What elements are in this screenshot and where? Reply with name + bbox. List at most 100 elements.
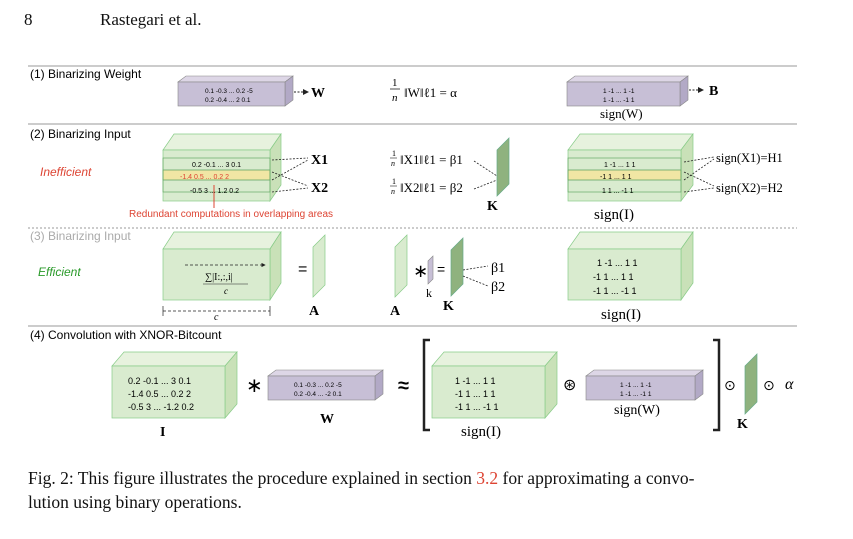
- sign3-row-3: -1 1 ... -1 1: [593, 286, 637, 296]
- small-k-label: k: [426, 286, 432, 300]
- k-matrix-3: [450, 237, 464, 297]
- section-4-title: (4) Convolution with XNOR-Bitcount: [30, 328, 222, 342]
- sum-denominator: c: [224, 286, 228, 296]
- beta2-frac-den: n: [391, 187, 395, 196]
- equals-sign-1: =: [298, 261, 307, 278]
- convolve-star-4: ∗: [246, 375, 263, 397]
- a-label-1: A: [309, 304, 320, 319]
- weight-row-1: 0.1 -0.3 ... 0.2 -5: [205, 88, 253, 95]
- s4-row-3: -1 1 ... -1 1: [455, 402, 499, 412]
- sign-input-tensor-3: 1 -1 ... 1 1 -1 1 ... 1 1 -1 1 ... -1 1: [567, 230, 694, 302]
- sign-input-tensor-2: 1 -1 ... 1 1 -1 1 ... 1 1 1 1 ... -1 1: [567, 132, 694, 203]
- a-matrix-2: [394, 234, 408, 298]
- input-tensor-4: 0.2 -0.1 ... 3 0.1 -1.4 0.5 ... 0.2 2 -0…: [111, 351, 238, 419]
- alpha-frac-den: n: [392, 92, 398, 104]
- right-bracket: [713, 338, 721, 432]
- convolve-star-3: ∗: [413, 261, 428, 281]
- sw4-row-1: 1 -1 ... 1 -1: [620, 382, 652, 389]
- k-matrix-4: [744, 353, 758, 415]
- x2-label: X2: [311, 181, 328, 196]
- beta2-formula: ‖X2‖ℓ1 = β2: [400, 180, 463, 195]
- sign-input-caption-3: sign(I): [601, 307, 641, 323]
- left-bracket: [422, 338, 430, 432]
- beta1-label-3: β1: [491, 261, 505, 276]
- weight-tensor: 0.1 -0.3 ... 0.2 -5 0.2 -0.4 ... 2 0.1: [177, 75, 294, 107]
- k-label-3: K: [443, 299, 454, 314]
- sign-input-tensor-4: 1 -1 ... 1 1 -1 1 ... 1 1 -1 1 ... -1 1: [431, 351, 558, 419]
- a-label-2: A: [390, 304, 401, 319]
- running-author: Rastegari et al.: [100, 10, 202, 29]
- caption-prefix: Fig. 2:: [28, 468, 74, 488]
- w4-row-2: 0.2 -0.4 ... -2 0.1: [294, 391, 342, 398]
- sign-weight-caption-4: sign(W): [614, 403, 660, 418]
- input-row-1: 0.2 -0.1 ... 3 0.1: [192, 162, 241, 169]
- caption-line-1: Fig. 2: This figure illustrates the proc…: [28, 466, 828, 490]
- k-label-2: K: [487, 199, 498, 214]
- figure-caption: Fig. 2: This figure illustrates the proc…: [28, 466, 828, 514]
- figure-2: (1) Binarizing Weight (2) Binarizing Inp…: [28, 65, 797, 440]
- efficient-label: Efficient: [38, 265, 81, 279]
- i-row-1: 0.2 -0.1 ... 3 0.1: [128, 376, 191, 386]
- x1-label: X1: [311, 153, 328, 168]
- approx-sign: ≈: [398, 375, 409, 397]
- caption-line-2: lution using binary operations.: [28, 492, 242, 512]
- weight-tensor-4: 0.1 -0.3 ... 0.2 -5 0.2 -0.4 ... -2 0.1: [267, 369, 384, 401]
- page-number: 8: [24, 10, 33, 29]
- sign2-row-1: 1 -1 ... 1 1: [604, 162, 636, 169]
- c-dimension-label: c: [214, 312, 219, 323]
- sw4-row-2: 1 -1 ... -1 1: [620, 391, 652, 398]
- section-1-title: (1) Binarizing Weight: [30, 67, 142, 81]
- beta1-frac-num: 1: [392, 149, 396, 158]
- alpha-formula-body: ‖W‖ℓ1 = α: [404, 85, 457, 100]
- small-k-matrix: [427, 255, 434, 285]
- caption-section-ref[interactable]: 3.2: [476, 468, 499, 488]
- input-label-4: I: [160, 425, 165, 440]
- sign-input-caption-2: sign(I): [594, 207, 634, 223]
- page-header: 8 Rastegari et al.: [24, 10, 424, 34]
- i-row-3: -0.5 3 ... -1.2 0.2: [128, 402, 194, 412]
- odot-operator-1: ⊙: [724, 377, 736, 393]
- sign2-row-2: -1 1 ... 1 1: [600, 174, 632, 181]
- alpha-frac-num: 1: [392, 77, 398, 89]
- binary-weight-caption: sign(W): [600, 106, 643, 121]
- s4-row-1: 1 -1 ... 1 1: [455, 376, 496, 386]
- beta-formulas: 1 n ‖X1‖ℓ1 = β1 1 n ‖X2‖ℓ1 = β2: [390, 149, 463, 196]
- weight-label-4: W: [320, 412, 334, 427]
- binary-weight-row-1: 1 -1 ... 1 -1: [603, 88, 635, 95]
- odot-operator-2: ⊙: [763, 377, 775, 393]
- section-3-title: (3) Binarizing Input: [30, 229, 131, 243]
- binary-weight-tensor: 1 -1 ... 1 -1 1 -1 ... -1 1: [566, 75, 689, 107]
- xnor-operator: ⊛: [563, 377, 576, 394]
- binary-weight-row-2: 1 -1 ... -1 1: [603, 97, 635, 104]
- k-label-4: K: [737, 417, 748, 432]
- i-row-2: -1.4 0.5 ... 0.2 2: [128, 389, 191, 399]
- k-matrix-2: [496, 137, 510, 197]
- alpha-symbol: α: [785, 376, 794, 393]
- inefficient-label: Inefficient: [40, 165, 92, 179]
- input-tensor-overlapping: 0.2 -0.1 ... 3 0.1 -1.4 0.5 ... 0.2 2 -0…: [162, 132, 282, 203]
- sign-weight-tensor-4: 1 -1 ... 1 -1 1 -1 ... -1 1: [585, 369, 704, 401]
- sum-expression: ∑|I:,:,i|: [205, 272, 233, 283]
- caption-text-1: This figure illustrates the procedure ex…: [73, 468, 477, 488]
- weight-alpha-formula: 1 n ‖W‖ℓ1 = α: [390, 77, 457, 104]
- weight-row-2: 0.2 -0.4 ... 2 0.1: [205, 97, 251, 104]
- section-2-title: (2) Binarizing Input: [30, 127, 131, 141]
- sign2-row-3: 1 1 ... -1 1: [602, 188, 634, 195]
- equals-sign-2: =: [437, 261, 445, 277]
- binary-weight-label: B: [709, 84, 718, 99]
- input-row-2: -1.4 0.5 ... 0.2 2: [180, 174, 229, 181]
- input-tensor-efficient: ∑|I:,:,i| c: [162, 230, 282, 302]
- h1-label: sign(X1)=H1: [716, 151, 783, 165]
- beta2-frac-num: 1: [392, 177, 396, 186]
- w4-row-1: 0.1 -0.3 ... 0.2 -5: [294, 382, 342, 389]
- sign3-row-1: 1 -1 ... 1 1: [597, 258, 638, 268]
- redundant-note: Redundant computations in overlapping ar…: [129, 209, 333, 220]
- a-matrix-1: [312, 234, 326, 298]
- caption-text-2: for approximating a convo-: [498, 468, 695, 488]
- beta1-frac-den: n: [391, 159, 395, 168]
- sign-input-caption-4: sign(I): [461, 424, 501, 440]
- sign3-row-2: -1 1 ... 1 1: [593, 272, 634, 282]
- beta1-formula: ‖X1‖ℓ1 = β1: [400, 152, 463, 167]
- section-dividers: [28, 65, 797, 327]
- h2-label: sign(X2)=H2: [716, 181, 783, 195]
